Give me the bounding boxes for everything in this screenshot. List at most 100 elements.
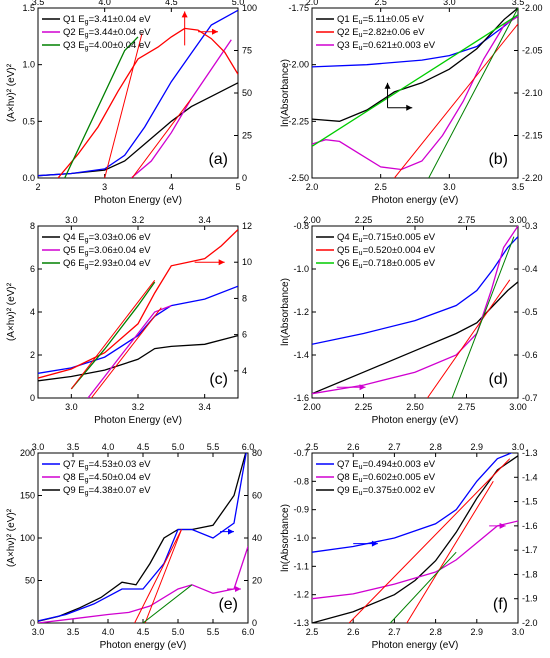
y-axis-title: ln(Absorbance) (280, 59, 291, 127)
fit-line (394, 23, 518, 178)
x-top-tick-label: 4.5 (165, 0, 178, 7)
y-right-tick-label: 6 (242, 330, 247, 340)
x-bottom-tick-label: 3.0 (65, 402, 78, 412)
legend-entry: Q6 Eg=2.93±0.04 eV (63, 258, 151, 270)
y-right-tick-label: -1.9 (522, 594, 538, 604)
y-left-tick-label: -0.8 (293, 476, 309, 486)
x-top-tick-label: 3.0 (443, 0, 456, 7)
fit-line (134, 529, 182, 623)
data-series-line (312, 455, 518, 623)
x-top-tick-label: 3.0 (512, 442, 525, 452)
arrow-head (371, 540, 378, 547)
legend-entry: Q9 Eu=0.375±0.002 eV (337, 485, 436, 497)
y-left-tick-label: -2.25 (288, 116, 309, 126)
y-right-tick-label: -0.3 (522, 221, 538, 231)
x-bottom-tick-label: 3.2 (132, 402, 145, 412)
panel-label: (a) (208, 151, 228, 168)
x-top-tick-label: 3.5 (512, 0, 525, 7)
y-left-tick-label: -0.8 (293, 221, 309, 231)
chart-panel-5: 3.0 3.5 4.0 4.5 5.0 5.5 6.0 3.0 3.5 4.0 4.5 5.0 5.5 6… (6, 442, 262, 651)
chart-panel-4: 2.00 2.25 2.50 2.75 3.00 2.00 2.25 2.50 2.75 3.00… (280, 215, 538, 426)
fit-line (144, 529, 182, 623)
data-series-line (312, 453, 513, 553)
y-left-tick-label: 1.5 (22, 3, 35, 13)
legend-entry: Q8 Eu=0.602±0.005 eV (337, 472, 436, 484)
x-top-tick-label: 5.5 (207, 442, 220, 452)
legend-entry: Q1 Eu=5.11±0.05 eV (337, 14, 425, 26)
y-right-tick-label: -2.00 (522, 3, 543, 13)
fit-line (451, 236, 515, 398)
y-right-tick-label: 0 (242, 173, 247, 183)
y-right-tick-label: -1.8 (522, 569, 538, 579)
panel-label: (f) (493, 596, 508, 613)
y-right-tick-label: 0 (252, 618, 257, 628)
x-bottom-tick-label: 3.0 (443, 182, 456, 192)
y-right-tick-label: -0.4 (522, 264, 538, 274)
legend-entry: Q8 Eg=4.50±0.04 eV (63, 472, 151, 484)
y-right-tick-label: 12 (242, 221, 252, 231)
x-top-tick-label: 3.00 (509, 215, 527, 225)
plot-area (38, 9, 238, 178)
legend-entry: Q5 Eg=3.06±0.04 eV (63, 245, 151, 257)
y-axis-title: ln(Absorbance) (280, 278, 291, 346)
y-left-tick-label: 50 (25, 576, 35, 586)
y-left-tick-label: 1.0 (22, 60, 35, 70)
x-top-tick-label: 2.8 (429, 442, 442, 452)
y-left-tick-label: 4 (30, 307, 35, 317)
fit-line (142, 584, 193, 623)
y-right-tick-label: 20 (252, 576, 262, 586)
data-series-line (70, 281, 156, 390)
x-bottom-tick-label: 3.0 (32, 627, 45, 637)
x-top-tick-label: 6.0 (242, 442, 255, 452)
x-bottom-tick-label: 2.8 (429, 627, 442, 637)
y-left-tick-label: -2.50 (288, 173, 309, 183)
y-left-tick-label: 8 (30, 221, 35, 231)
x-top-tick-label: 2.00 (303, 215, 321, 225)
data-series-line (130, 39, 232, 178)
legend-entry: Q4 Eu=0.715±0.005 eV (337, 232, 436, 244)
chart-panel-3: 3.0 3.2 3.4 3.0 3.2 3.4 0 2 4 6 8 4 6 8 10 12 Photon Ene… (6, 215, 252, 426)
data-series-line (312, 15, 518, 171)
y-left-tick-label: 6 (30, 264, 35, 274)
y-left-tick-label: 0 (30, 618, 35, 628)
x-top-tick-label: 2.75 (458, 215, 476, 225)
y-left-tick-label: 2 (30, 350, 35, 360)
x-axis-title: Photon Energy (eV) (94, 195, 182, 206)
plot-area (312, 226, 518, 398)
x-top-tick-label: 3.2 (132, 215, 145, 225)
x-top-tick-label: 3.4 (198, 215, 211, 225)
x-axis-title: Photon energy (eV) (372, 640, 459, 651)
x-axis-title: Photon energy (eV) (372, 415, 459, 426)
y-left-tick-label: 0.0 (22, 173, 35, 183)
data-series-line (312, 14, 518, 147)
legend-entry: Q6 Eu=0.718±0.005 eV (337, 258, 436, 270)
x-top-tick-label: 2.5 (374, 0, 387, 7)
y-right-tick-label: -0.6 (522, 350, 538, 360)
x-axis-title: Photon Energy (eV) (94, 415, 182, 426)
x-bottom-tick-label: 2.5 (306, 627, 319, 637)
x-axis-title: Photon energy (eV) (100, 640, 187, 651)
chart-panel-2: 2.0 2.5 3.0 3.5 2.0 2.5 3.0 3.5 -2.50 -2.25 -2.00 -… (280, 0, 543, 206)
data-series-line (38, 334, 238, 382)
fit-line (131, 98, 192, 178)
legend-entry: Q3 Eu=0.621±0.003 eV (337, 40, 436, 52)
fit-line (90, 307, 162, 398)
y-right-tick-label: -1.3 (522, 448, 538, 458)
x-top-tick-label: 4.0 (98, 0, 111, 7)
x-bottom-tick-label: 2 (35, 182, 40, 192)
y-left-tick-label: -1.6 (293, 393, 309, 403)
arrow-head (384, 82, 391, 89)
x-bottom-tick-label: 4.5 (137, 627, 150, 637)
x-top-tick-label: 2.50 (406, 215, 424, 225)
y-right-tick-label: -1.7 (522, 545, 538, 555)
legend-entry: Q1 Eg=3.41±0.04 eV (63, 14, 151, 26)
x-axis-title: Photon energy (eV) (372, 195, 459, 206)
x-top-tick-label: 2.7 (388, 442, 401, 452)
data-series-line (57, 27, 238, 178)
y-right-tick-label: -0.5 (522, 307, 538, 317)
data-series-line (312, 226, 518, 395)
x-bottom-tick-label: 2.00 (303, 402, 321, 412)
